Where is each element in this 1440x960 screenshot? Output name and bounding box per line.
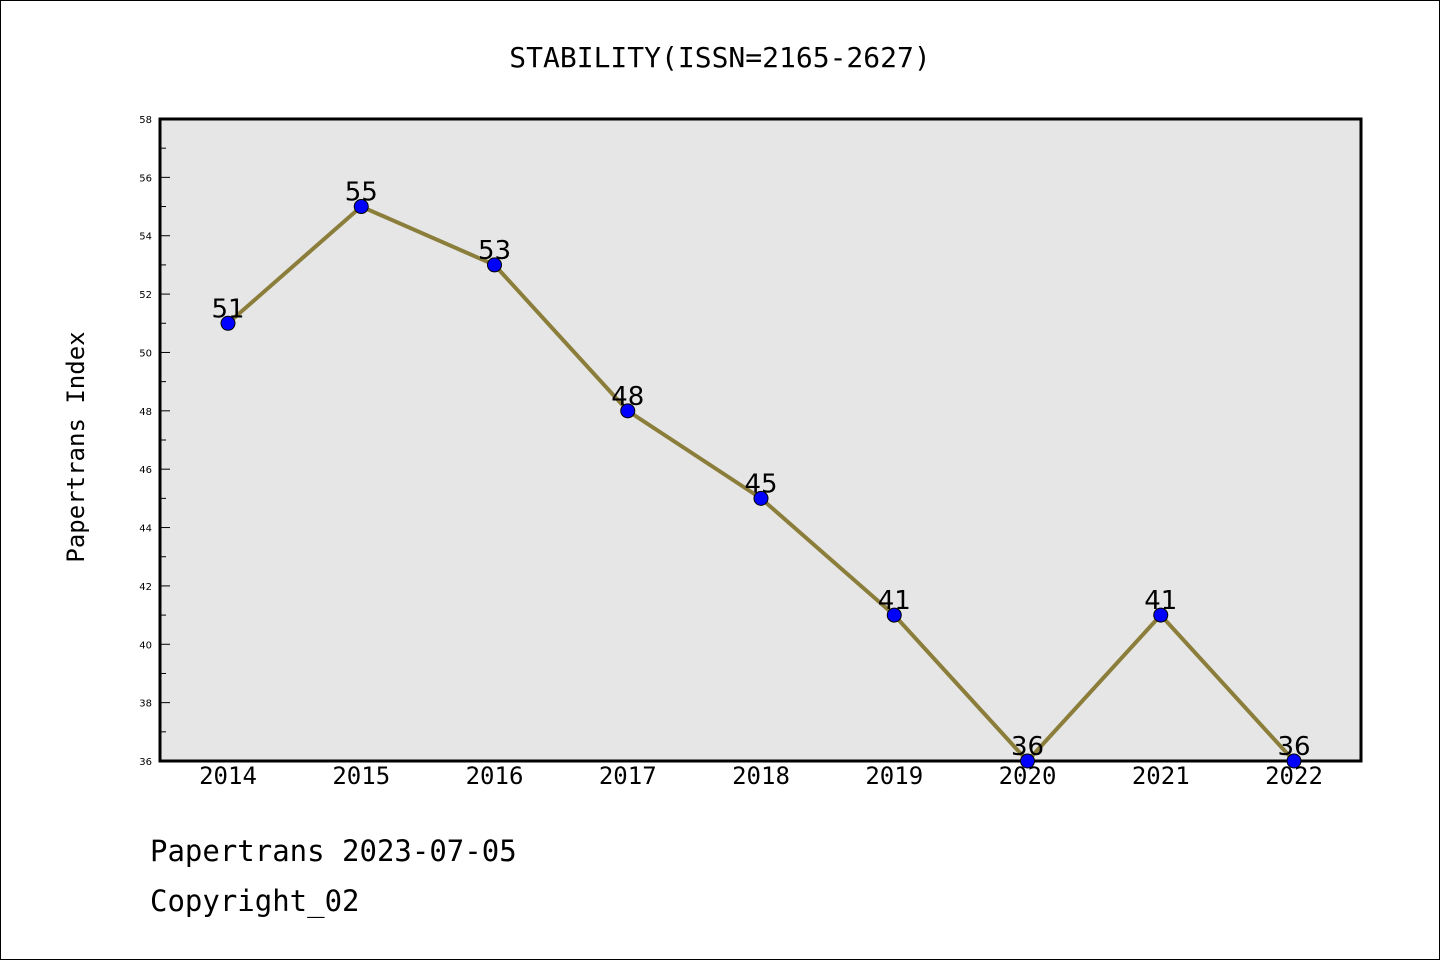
y-tick-label: 40 [139, 640, 152, 651]
data-point [220, 315, 236, 331]
footer-copyright: Copyright_02 [150, 884, 360, 918]
data-point [886, 607, 902, 623]
data-label: 53 [478, 236, 511, 266]
data-point [753, 490, 769, 506]
x-tick-label: 2018 [732, 762, 790, 790]
x-tick-label: 2016 [466, 762, 524, 790]
data-point [1020, 753, 1035, 769]
y-tick-label: 44 [139, 524, 152, 535]
data-point [1286, 753, 1302, 769]
data-label: 45 [744, 469, 777, 499]
x-tick-label: 2015 [332, 762, 390, 790]
x-tick-label: 2021 [1132, 762, 1190, 790]
x-tick-label: 2019 [865, 762, 923, 790]
y-axis-label: Papertrans Index [62, 331, 90, 562]
y-tick-label: 48 [139, 407, 152, 418]
data-point [620, 403, 636, 419]
y-tick-label: 54 [139, 232, 152, 243]
data-label: 51 [211, 294, 244, 324]
plot-area [158, 117, 1363, 763]
data-point [1153, 607, 1169, 623]
data-points [220, 199, 1302, 769]
y-tick-label: 56 [139, 173, 152, 184]
y-axis: 36 38 40 42 44 46 48 50 52 54 56 58 [139, 115, 170, 768]
data-label: 36 [1011, 732, 1044, 762]
data-label: 36 [1277, 732, 1310, 762]
data-point [487, 257, 502, 273]
x-tick-label: 2017 [599, 762, 657, 790]
data-label: 48 [611, 382, 644, 412]
y-tick-label: 58 [139, 115, 152, 126]
x-axis: 2014 2015 2016 2017 2018 2019 2020 2021 2022 [199, 762, 1323, 790]
data-label: 41 [1144, 586, 1177, 616]
y-tick-label: 50 [139, 348, 152, 359]
y-tick-label: 38 [139, 699, 152, 710]
data-labels: 51 55 53 48 45 41 36 41 36 [211, 178, 1310, 762]
data-label: 41 [878, 586, 911, 616]
y-tick-label: 52 [139, 290, 152, 301]
y-tick-label: 42 [139, 582, 152, 593]
chart-title: STABILITY(ISSN=2165-2627) [509, 41, 930, 74]
data-label: 55 [345, 178, 378, 208]
data-point [353, 199, 369, 215]
x-tick-label: 2014 [199, 762, 257, 790]
y-tick-label: 36 [139, 757, 152, 768]
y-tick-label: 46 [139, 465, 152, 476]
footer-date: Papertrans 2023-07-05 [150, 834, 517, 868]
